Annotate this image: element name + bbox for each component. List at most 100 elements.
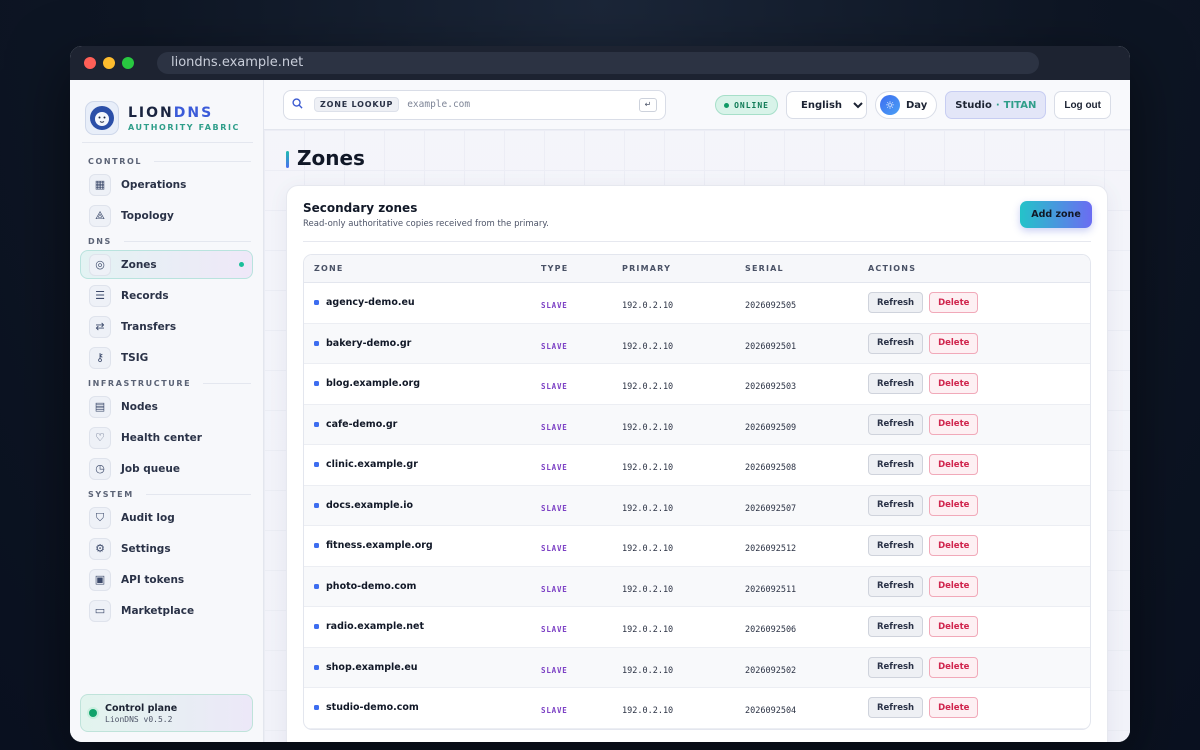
logout-button[interactable]: Log out bbox=[1054, 91, 1111, 119]
zone-bullet-icon bbox=[314, 421, 319, 427]
refresh-button[interactable]: Refresh bbox=[868, 535, 924, 557]
sidebar-item-health-center[interactable]: ♡ Health center bbox=[80, 423, 253, 452]
serial-number: 2026092502 bbox=[745, 665, 797, 676]
delete-button[interactable]: Delete bbox=[929, 494, 979, 516]
table-row: clinic.example.gr SLAVE 192.0.2.10 20260… bbox=[304, 445, 1090, 486]
refresh-button[interactable]: Refresh bbox=[868, 575, 924, 597]
control-plane-status[interactable]: Control plane LionDNS v0.5.2 bbox=[80, 694, 253, 732]
delete-button[interactable]: Delete bbox=[929, 292, 979, 314]
zone-lookup-search[interactable]: ZONE LOOKUP ↵ bbox=[283, 89, 666, 120]
zone-name[interactable]: cafe-demo.gr bbox=[326, 418, 398, 430]
sidebar-item-transfers[interactable]: ⇄ Transfers bbox=[80, 312, 253, 341]
store-icon: ▭ bbox=[89, 599, 111, 622]
sidebar-item-marketplace[interactable]: ▭ Marketplace bbox=[80, 596, 253, 625]
column-header-serial[interactable]: SERIAL bbox=[745, 264, 784, 273]
column-header-type[interactable]: TYPE bbox=[541, 264, 569, 273]
zone-type-badge: SLAVE bbox=[541, 665, 568, 675]
refresh-button[interactable]: Refresh bbox=[868, 616, 924, 638]
serial-number: 2026092506 bbox=[745, 625, 797, 636]
search-icon bbox=[292, 97, 308, 112]
delete-button[interactable]: Delete bbox=[929, 575, 979, 597]
search-input[interactable] bbox=[407, 99, 639, 110]
refresh-button[interactable]: Refresh bbox=[868, 292, 924, 314]
refresh-button[interactable]: Refresh bbox=[868, 494, 924, 516]
primary-ip: 192.0.2.10 bbox=[622, 422, 674, 433]
sidebar-item-topology[interactable]: ⟁ Topology bbox=[80, 201, 253, 230]
zone-name[interactable]: docs.example.io bbox=[326, 499, 413, 511]
zone-bullet-icon bbox=[314, 340, 319, 346]
column-header-zone[interactable]: ZONE bbox=[314, 264, 344, 273]
table-row: blog.example.org SLAVE 192.0.2.10 202609… bbox=[304, 364, 1090, 405]
divider bbox=[82, 142, 253, 143]
briefcase-icon: ▣ bbox=[89, 568, 111, 591]
delete-button[interactable]: Delete bbox=[929, 373, 979, 395]
online-dot-icon bbox=[724, 102, 730, 108]
theme-toggle[interactable]: ☼ Day bbox=[875, 91, 938, 119]
close-window-button[interactable] bbox=[84, 57, 96, 69]
zone-bullet-icon bbox=[314, 583, 319, 589]
globe-icon: ◎ bbox=[89, 253, 111, 276]
brand-subtitle: AUTHORITY FABRIC bbox=[128, 122, 241, 132]
primary-ip: 192.0.2.10 bbox=[622, 625, 674, 636]
delete-button[interactable]: Delete bbox=[929, 535, 979, 557]
zone-name[interactable]: photo-demo.com bbox=[326, 580, 417, 592]
sidebar-item-nodes[interactable]: ▤ Nodes bbox=[80, 392, 253, 421]
sidebar-item-api-tokens[interactable]: ▣ API tokens bbox=[80, 565, 253, 594]
add-zone-button[interactable]: Add zone bbox=[1020, 201, 1092, 228]
plan-label: TITAN bbox=[1003, 99, 1037, 111]
grid-icon: ▦ bbox=[89, 173, 111, 196]
zone-name[interactable]: agency-demo.eu bbox=[326, 297, 415, 309]
sidebar-item-records[interactable]: ☰ Records bbox=[80, 281, 253, 310]
sidebar-item-label: Zones bbox=[121, 258, 157, 271]
sidebar-item-operations[interactable]: ▦ Operations bbox=[80, 170, 253, 199]
refresh-button[interactable]: Refresh bbox=[868, 413, 924, 435]
enter-key-icon[interactable]: ↵ bbox=[639, 97, 657, 112]
zones-table: ZONE TYPE PRIMARY SERIAL ACTIONS agency-… bbox=[303, 254, 1091, 730]
minimize-window-button[interactable] bbox=[103, 57, 115, 69]
sidebar-item-label: Operations bbox=[121, 178, 187, 191]
zone-name[interactable]: blog.example.org bbox=[326, 378, 420, 390]
zone-type-badge: SLAVE bbox=[541, 341, 568, 351]
sidebar-item-job-queue[interactable]: ◷ Job queue bbox=[80, 454, 253, 483]
zone-bullet-icon bbox=[314, 502, 319, 508]
refresh-button[interactable]: Refresh bbox=[868, 656, 924, 678]
zone-name[interactable]: studio-demo.com bbox=[326, 702, 419, 714]
delete-button[interactable]: Delete bbox=[929, 616, 979, 638]
serial-number: 2026092508 bbox=[745, 463, 797, 474]
workspace-switcher[interactable]: Studio · TITAN bbox=[945, 91, 1047, 119]
zone-type-badge: SLAVE bbox=[541, 382, 568, 392]
sidebar-item-tsig[interactable]: ⚷ TSIG bbox=[80, 343, 253, 372]
delete-button[interactable]: Delete bbox=[929, 656, 979, 678]
column-header-primary[interactable]: PRIMARY bbox=[622, 264, 672, 273]
sidebar-item-audit-log[interactable]: ⛉ Audit log bbox=[80, 503, 253, 532]
delete-button[interactable]: Delete bbox=[929, 454, 979, 476]
server-icon: ▤ bbox=[89, 395, 111, 418]
refresh-button[interactable]: Refresh bbox=[868, 332, 924, 354]
zone-name[interactable]: bakery-demo.gr bbox=[326, 337, 412, 349]
primary-ip: 192.0.2.10 bbox=[622, 706, 674, 717]
refresh-button[interactable]: Refresh bbox=[868, 697, 924, 719]
refresh-button[interactable]: Refresh bbox=[868, 454, 924, 476]
zone-type-badge: SLAVE bbox=[541, 706, 568, 716]
zone-name[interactable]: clinic.example.gr bbox=[326, 459, 418, 471]
address-bar[interactable]: liondns.example.net bbox=[157, 52, 1039, 74]
delete-button[interactable]: Delete bbox=[929, 413, 979, 435]
zone-name[interactable]: radio.example.net bbox=[326, 621, 425, 633]
sidebar: LIONDNS AUTHORITY FABRIC CONTROL ▦ Operati… bbox=[70, 80, 264, 742]
language-select[interactable]: English bbox=[786, 91, 867, 119]
zone-name[interactable]: shop.example.eu bbox=[326, 661, 418, 673]
refresh-button[interactable]: Refresh bbox=[868, 373, 924, 395]
sidebar-item-settings[interactable]: ⚙ Settings bbox=[80, 534, 253, 563]
sidebar-item-zones[interactable]: ◎ Zones bbox=[80, 250, 253, 279]
table-row: shop.example.eu SLAVE 192.0.2.10 2026092… bbox=[304, 647, 1090, 688]
delete-button[interactable]: Delete bbox=[929, 332, 979, 354]
gear-icon: ⚙ bbox=[89, 537, 111, 560]
section-label-dns: DNS bbox=[70, 237, 263, 246]
maximize-window-button[interactable] bbox=[122, 57, 134, 69]
status-dot-icon bbox=[89, 709, 97, 717]
zone-name[interactable]: fitness.example.org bbox=[326, 540, 433, 552]
transfer-icon: ⇄ bbox=[89, 315, 111, 338]
delete-button[interactable]: Delete bbox=[929, 697, 979, 719]
brand[interactable]: LIONDNS AUTHORITY FABRIC bbox=[70, 80, 263, 142]
sidebar-item-label: Job queue bbox=[121, 462, 181, 475]
